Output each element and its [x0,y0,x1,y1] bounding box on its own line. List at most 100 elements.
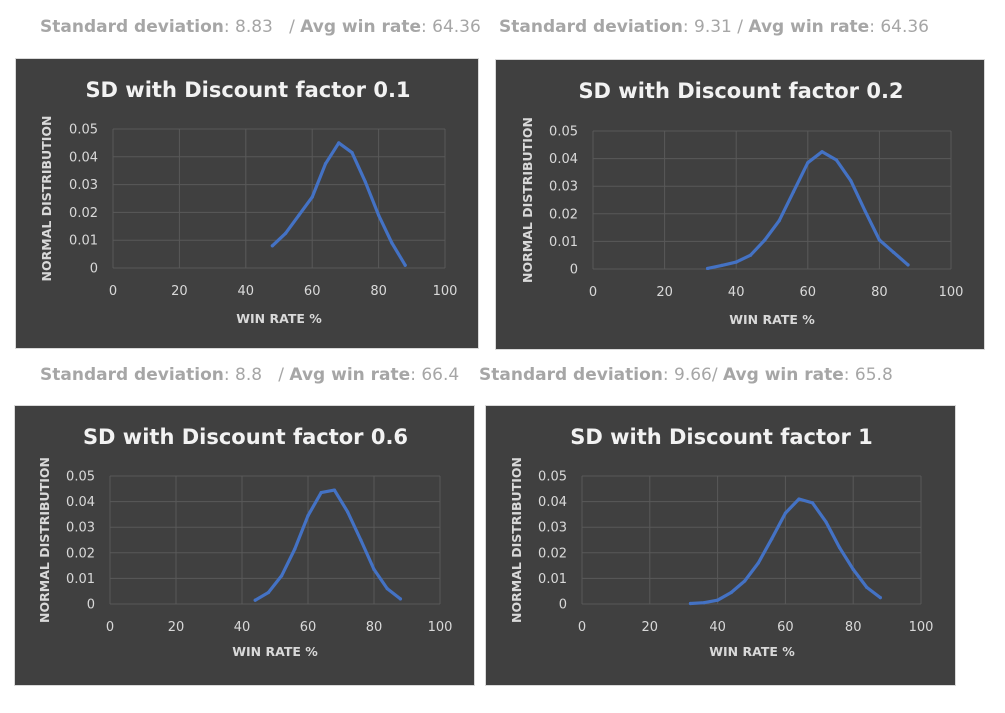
x-tick-label: 20 [656,285,673,300]
stats-line-3: Standard deviation: 8.8 / Avg win rate: … [40,365,459,385]
stats-line-4: Standard deviation: 9.66/ Avg win rate: … [479,365,893,385]
avg-value: : 64.36 [421,17,481,37]
x-tick-label: 0 [578,620,586,635]
y-tick-label: 0 [90,262,98,277]
chart-panel-3: SD with Discount factor 0.6 0 20 40 60 80 100 0… [14,405,475,686]
chart-title: SD with Discount factor 0.6 [83,425,408,449]
y-axis-label: NORMAL DISTRIBUTION [37,457,52,623]
data-point [791,190,796,194]
data-point [806,161,810,165]
avg-label: Avg win rate [289,365,411,385]
data-point [293,547,297,551]
data-point [270,244,274,248]
data-point [820,150,824,154]
x-tick-label: 20 [171,284,188,299]
separator: / [711,365,723,385]
x-tick-label: 40 [709,620,726,635]
sd-value: : 8.83 [223,17,273,37]
y-axis-label: NORMAL DISTRIBUTION [509,457,524,623]
data-point [748,253,753,257]
data-point [398,597,402,601]
y-tick-label: 0.01 [538,572,567,587]
y-tick-label: 0.01 [69,234,98,249]
data-point [346,510,350,514]
sd-value: : 9.66 [662,365,712,385]
avg-value: : 64.36 [869,17,930,37]
sd-label: Standard deviation [499,17,683,37]
x-tick-label: 0 [106,620,114,635]
sd-value: : 8.8 [223,365,263,385]
x-axis-label: WIN RATE % [729,312,815,327]
x-tick-label: 60 [800,285,817,300]
data-point [297,213,301,217]
x-axis-label: WIN RATE % [232,644,318,659]
separator: / [272,17,301,37]
data-point [337,141,341,145]
data-point [266,590,270,595]
y-tick-label: 0.02 [66,546,95,561]
y-tick-label: 0 [559,598,567,613]
chart-1: SD with Discount factor 0.1 0 20 40 60 80 100 0… [39,78,458,326]
sd-value: : 9.31 [682,17,732,37]
y-axis-label: NORMAL DISTRIBUTION [520,117,535,283]
series-line [253,488,402,602]
data-point [797,497,801,501]
x-tick-label: 0 [109,284,117,299]
data-point [851,567,855,572]
avg-label: Avg win rate [748,17,870,37]
data-point [863,209,867,213]
y-tick-label: 0.02 [538,546,567,561]
data-point [906,263,910,267]
x-tick-label: 80 [845,620,862,635]
data-point [280,574,284,578]
x-tick-label: 80 [366,620,383,635]
data-point [720,263,724,268]
sd-label: Standard deviation [40,365,224,385]
chart-3: SD with Discount factor 0.6 0 20 40 60 80 100 0… [37,425,453,659]
stats-line-2: Standard deviation: 9.31 / Avg win rate:… [499,17,929,37]
stats-line-1: Standard deviation: 8.83 / Avg win rate:… [40,17,481,37]
data-point [783,511,787,515]
y-tick-label: 0.02 [69,206,98,221]
data-point [838,546,842,550]
data-point [688,601,693,606]
data-point [702,601,706,605]
data-point [849,179,853,183]
data-point [756,561,760,565]
separator: / [731,17,749,37]
y-tick-label: 0.05 [538,470,567,485]
y-tick-label: 0.05 [69,123,98,138]
data-point [877,238,881,242]
data-point [332,488,336,492]
y-tick-label: 0.03 [538,521,567,536]
y-tick-label: 0 [570,263,578,278]
y-tick-label: 0.03 [549,180,578,195]
avg-label: Avg win rate [300,17,421,37]
sd-label: Standard deviation [40,17,224,37]
chart-panel-2: SD with Discount factor 0.2 0 20 40 60 80 100 0… [495,59,985,350]
data-point [284,231,288,235]
data-point [319,491,323,495]
x-axis-label: WIN RATE % [236,311,322,326]
data-point [824,520,828,524]
x-tick-label: 60 [304,284,321,299]
x-axis-label: WIN RATE % [709,644,795,659]
series-line [270,141,407,267]
separator: / [262,365,290,385]
x-tick-label: 100 [433,284,458,299]
data-point [810,501,815,505]
x-tick-label: 100 [428,620,453,635]
data-point [377,213,381,217]
x-tick-label: 100 [939,285,964,300]
x-tick-label: 100 [909,620,934,635]
chart-title: SD with Discount factor 0.2 [578,79,903,103]
chart-4: SD with Discount factor 1 0 20 40 60 80 100 0 0.… [509,425,934,659]
data-point [385,587,389,591]
y-tick-label: 0.01 [549,235,578,250]
chart-panel-4: SD with Discount factor 1 0 20 40 60 80 100 0 0.… [485,405,956,686]
y-axis-label: NORMAL DISTRIBUTION [39,116,54,282]
y-tick-label: 0.03 [69,178,98,193]
data-point [892,250,896,255]
x-tick-label: 40 [728,285,745,300]
data-point [403,263,407,267]
